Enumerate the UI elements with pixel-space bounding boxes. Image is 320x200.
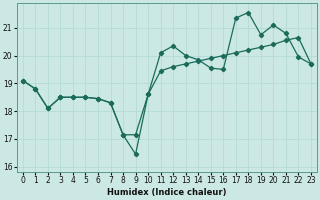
X-axis label: Humidex (Indice chaleur): Humidex (Indice chaleur) — [107, 188, 227, 197]
